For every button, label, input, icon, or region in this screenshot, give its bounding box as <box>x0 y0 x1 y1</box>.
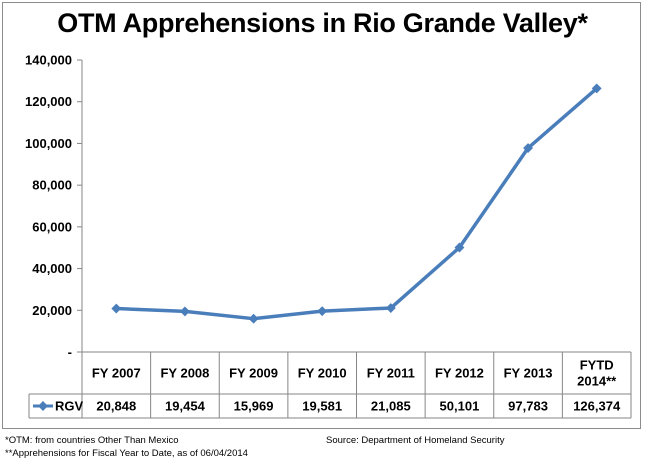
category-label: FY 2012 <box>435 366 484 381</box>
data-value-label: 50,101 <box>440 399 480 414</box>
y-tick-label: - <box>68 345 72 360</box>
chart-title: OTM Apprehensions in Rio Grande Valley* <box>57 8 588 38</box>
footnote-fytd: **Apprehensions for Fiscal Year to Date,… <box>5 448 248 459</box>
data-point-marker <box>591 83 602 94</box>
chart-frame <box>2 2 641 429</box>
data-value-label: 20,848 <box>96 399 136 414</box>
y-tick-label: 100,000 <box>25 136 72 151</box>
category-label: 2014** <box>577 374 617 389</box>
data-point-marker <box>248 313 259 324</box>
y-tick-label: 120,000 <box>25 94 72 109</box>
legend-marker-key <box>38 401 48 411</box>
y-tick-label: 80,000 <box>32 178 72 193</box>
source-note: Source: Department of Homeland Security <box>326 435 505 446</box>
category-label: FYTD <box>580 358 614 373</box>
y-tick-label: 20,000 <box>32 303 72 318</box>
data-point-marker <box>454 242 465 253</box>
category-label: FY 2010 <box>298 366 347 381</box>
footnote-otm: *OTM: from countries Other Than Mexico <box>5 435 179 446</box>
data-value-label: 21,085 <box>371 399 411 414</box>
category-label: FY 2013 <box>504 366 553 381</box>
data-point-marker <box>385 303 396 313</box>
category-label: FY 2011 <box>367 366 415 381</box>
y-tick-label: 40,000 <box>32 261 72 276</box>
data-value-label: 15,969 <box>234 399 274 414</box>
data-point-marker <box>179 306 190 317</box>
data-point-marker <box>523 143 534 154</box>
category-label: FY 2009 <box>229 366 278 381</box>
data-value-label: 126,374 <box>573 399 621 414</box>
data-value-label: 19,454 <box>165 399 206 414</box>
legend-label: RGV <box>55 399 84 414</box>
y-tick-label: 60,000 <box>32 219 72 234</box>
data-value-label: 97,783 <box>508 399 548 414</box>
data-point-marker <box>317 306 328 317</box>
category-label: FY 2007 <box>92 366 141 381</box>
data-value-label: 19,581 <box>302 399 342 414</box>
data-point-marker <box>111 303 122 314</box>
series-line-rgv <box>116 87 598 321</box>
y-tick-label: 140,000 <box>25 53 72 68</box>
category-label: FY 2008 <box>160 366 209 381</box>
